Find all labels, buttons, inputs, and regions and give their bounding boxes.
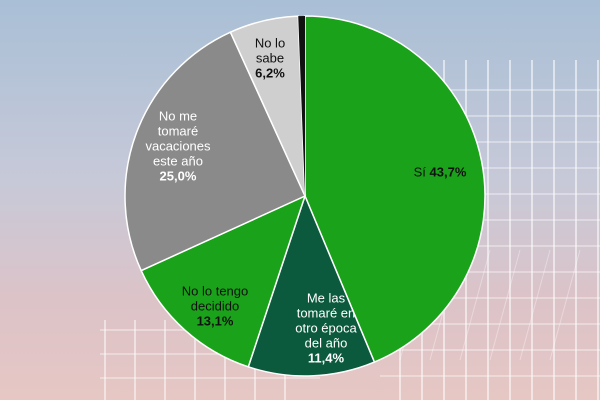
slice-category-label: No lo tengo decidido: [181, 283, 249, 314]
slice-value-label: 13,1%: [196, 313, 234, 329]
slice-label-0: Sí 43,7%: [414, 165, 467, 180]
slice-category-label: Sí: [413, 164, 430, 180]
slice-label-3: No me tomaré vacaciones este año 25,0%: [145, 109, 210, 184]
pie-slice-3: [124, 31, 306, 272]
pie-slice-5: [298, 16, 305, 196]
slice-label-4: No lo sabe 6,2%: [255, 36, 285, 81]
slice-label-1: Me las tomaré en otro época del año 11,4%: [295, 291, 356, 366]
pie-slice-4: [229, 15, 306, 197]
slice-category-label: No lo sabe: [254, 35, 286, 66]
slice-value-label: 43,7%: [429, 164, 467, 180]
pie-slice-1: [247, 193, 376, 377]
pie-slice-2: [140, 194, 307, 368]
pie-slice-0: [304, 15, 486, 364]
slice-value-label: 25,0%: [159, 168, 197, 184]
slice-label-2: No lo tengo decidido 13,1%: [182, 284, 249, 329]
slice-value-label: 6,2%: [255, 65, 285, 81]
slice-category-label: No me tomaré vacaciones este año: [145, 108, 211, 169]
slice-category-label: Me las tomaré en otro época del año: [295, 290, 357, 351]
slice-value-label: 11,4%: [307, 350, 345, 366]
